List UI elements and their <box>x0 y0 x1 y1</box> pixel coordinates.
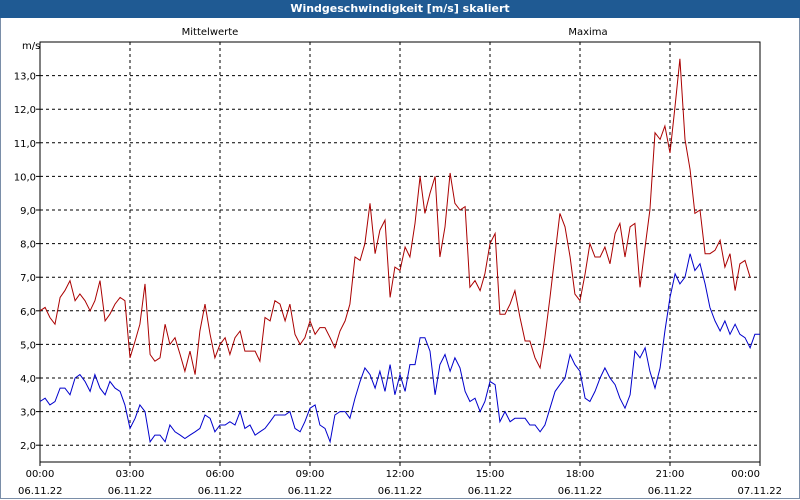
x-tick-time: 00:00 <box>26 469 55 480</box>
x-tick-date: 06.11.22 <box>558 486 603 497</box>
x-tick-time: 00:00 <box>731 469 760 480</box>
x-tick-time: 06:00 <box>206 469 235 480</box>
series-line-mittelwerte <box>39 253 760 444</box>
x-tick-date: 06.11.22 <box>648 486 693 497</box>
legend-mittelwerte: Mittelwerte <box>182 27 239 38</box>
series-line-maxima <box>39 58 751 375</box>
series-lines <box>39 58 760 444</box>
y-tick-label: 13,0 <box>14 72 36 83</box>
x-tick-time: 15:00 <box>476 469 505 480</box>
x-tick-date: 06.11.22 <box>108 486 153 497</box>
y-tick-label: 10,0 <box>14 172 36 183</box>
x-tick-time: 09:00 <box>296 469 325 480</box>
grid-lines <box>40 42 760 462</box>
x-tick-time: 21:00 <box>656 469 685 480</box>
x-tick-time: 12:00 <box>386 469 415 480</box>
y-tick-label: 6,0 <box>20 307 36 318</box>
x-tick-date: 07.11.22 <box>737 486 782 497</box>
x-tick-date: 06.11.22 <box>378 486 423 497</box>
legend-maxima: Maxima <box>568 27 607 38</box>
y-tick-label: 8,0 <box>20 240 36 251</box>
x-tick-labels: 00:00 06.11.22 03:00 06.11.22 06:00 06.11.22 0… <box>18 462 782 497</box>
x-tick-time: 03:00 <box>116 469 145 480</box>
x-tick-date: 06.11.22 <box>198 486 243 497</box>
y-tick-labels: 2,0 3,0 4,0 5,0 6,0 7,0 8,0 9,0 10,0 11,0 12,0 13,0 <box>14 72 40 452</box>
y-tick-label: 11,0 <box>14 139 36 150</box>
y-axis-label: m/s <box>22 41 40 52</box>
x-tick-date: 06.11.22 <box>18 486 63 497</box>
y-tick-label: 5,0 <box>20 340 36 351</box>
x-tick-time: 18:00 <box>566 469 595 480</box>
chart-title: Windgeschwindigkeit [m/s] skaliert <box>0 0 800 18</box>
y-tick-label: 12,0 <box>14 105 36 116</box>
y-tick-label: 2,0 <box>20 441 36 452</box>
x-tick-date: 06.11.22 <box>468 486 513 497</box>
y-tick-label: 3,0 <box>20 408 36 419</box>
x-tick-date: 06.11.22 <box>288 486 333 497</box>
y-tick-label: 9,0 <box>20 206 36 217</box>
y-tick-label: 4,0 <box>20 374 36 385</box>
y-tick-label: 7,0 <box>20 273 36 284</box>
